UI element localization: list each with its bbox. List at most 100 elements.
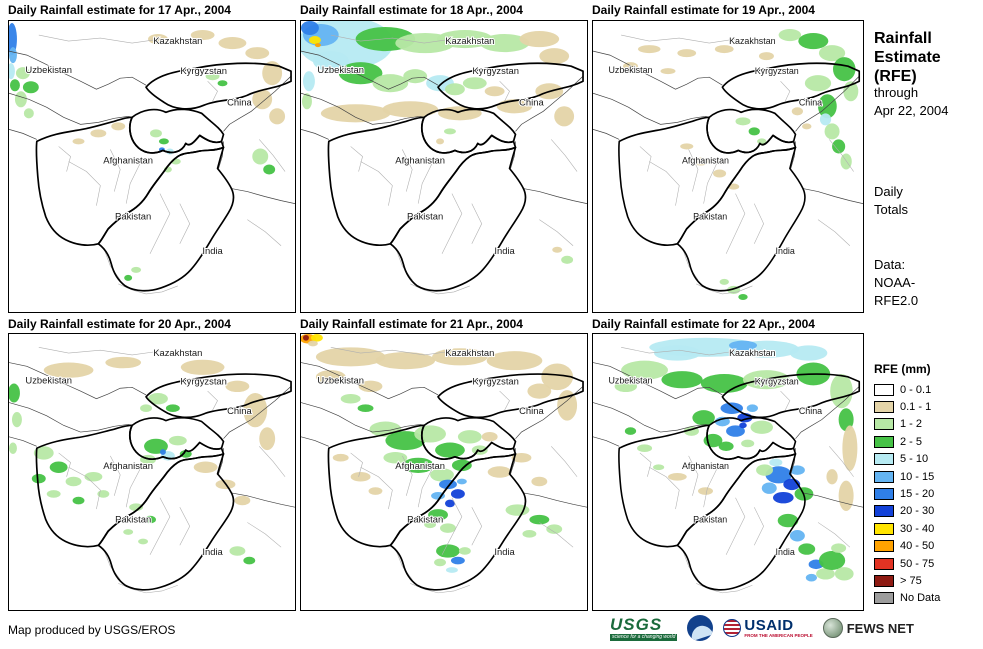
admin-boundary [149,497,171,555]
map-canvas-apr21: Kazakhstan Uzbekistan Kyrgyzstan China Afgha… [301,334,587,610]
rain-blob [450,489,465,499]
rain-blob [205,72,220,81]
admin-boundary [259,446,286,477]
sidebar-title-line: Estimate [874,48,941,66]
rain-blob [414,425,446,443]
rain-blob [746,404,758,413]
country-border [301,402,425,433]
rain-blob [462,77,487,90]
legend-label: 1 - 2 [900,418,923,431]
rain-blob [350,472,371,482]
rain-blob [31,473,46,484]
legend-swatch [874,418,894,431]
admin-boundary [621,347,762,356]
admin-boundary [68,161,101,206]
rain-blob [431,491,445,500]
noaa-logo-icon [687,615,714,641]
rainfall-layer [301,21,575,264]
admin-boundary [780,80,791,102]
rain-blob [15,67,30,80]
rain-blob [140,404,152,413]
rain-blob [9,383,20,403]
rain-blob [229,546,246,556]
sidebar-daily-totals: Daily Totals [874,183,908,219]
legend-title: RFE (mm) [874,362,931,376]
admin-boundary [639,146,652,172]
legend-item: 2 - 5 [874,433,940,450]
rain-blob [49,461,68,473]
rain-blob [832,139,846,154]
rain-blob [243,556,256,565]
panel-title-apr19: Daily Rainfall estimate for 19 Apr., 200… [592,3,815,17]
rain-blob [190,30,215,41]
admin-boundary [817,219,851,246]
sidebar-title-line: Rainfall [874,30,932,47]
admin-boundary [441,193,463,254]
rain-blob [713,169,727,178]
legend-item: 30 - 40 [874,520,940,537]
map-label-pakistan: Pakistan [407,515,443,525]
admin-boundary [396,550,413,580]
rain-blob [33,446,54,460]
country-border [301,436,329,447]
map-panel-apr20: Kazakhstan Uzbekistan Kyrgyzstan China Afgha… [8,333,296,611]
rain-blob [84,472,103,482]
legend-swatch [874,488,894,501]
legend-swatch [874,522,894,535]
admin-boundary [441,497,463,555]
rain-blob [758,52,774,61]
admin-boundary [753,203,764,244]
rain-blob [511,452,532,463]
legend-item: > 75 [874,572,940,589]
rain-blob [756,464,773,476]
rain-blob [444,499,455,508]
panel-title-apr20: Daily Rainfall estimate for 20 Apr., 200… [8,317,231,331]
admin-boundary [259,139,286,172]
rain-blob [668,472,687,481]
rainfall-layer [9,23,286,281]
rain-blob [444,128,456,135]
rain-blob [445,567,458,573]
map-canvas-apr22: Kazakhstan Uzbekistan Kyrgyzstan China Afgha… [593,334,863,610]
rain-blob [225,380,250,393]
rain-blob [527,383,552,399]
fewsnet-globe-icon [822,618,843,638]
rain-blob [692,410,715,426]
rain-blob [375,352,436,370]
map-label-pakistan: Pakistan [115,212,151,223]
map-label-afghanistan: Afghanistan [395,461,445,471]
rain-blob [245,47,270,60]
map-label-india: India [494,246,515,257]
map-label-india: India [202,547,223,557]
admin-boundary [149,193,171,254]
rain-blob [718,441,734,452]
focus-country-border [437,373,584,419]
admin-boundary [207,80,218,102]
country-border [9,402,133,433]
rain-blob [451,459,472,472]
sidebar-daily-line: Totals [874,202,908,218]
rain-blob [148,393,168,405]
focus-country-border [676,453,806,591]
rain-blob [714,45,734,54]
rain-blob [804,75,832,92]
rain-blob [402,457,435,473]
admin-boundary [499,80,510,102]
rain-blob [180,359,225,375]
country-border [223,386,292,439]
admin-boundary [639,452,652,477]
rain-blob [541,363,574,391]
admin-boundary [539,219,574,246]
country-border [9,129,37,140]
map-label-kazakhstan: Kazakhstan [153,36,202,47]
usgs-logo: USGS science for a changing world [610,616,678,641]
map-canvas-apr19: Kazakhstan Uzbekistan Kyrgyzstan China Afgha… [593,21,863,312]
rain-blob [111,122,126,131]
rain-blob [90,129,107,138]
rain-blob [123,529,134,535]
rain-blob [726,425,745,437]
admin-boundary [38,347,188,356]
focus-country-border [145,373,292,419]
legend-swatch [874,540,894,553]
rain-blob [486,351,543,371]
